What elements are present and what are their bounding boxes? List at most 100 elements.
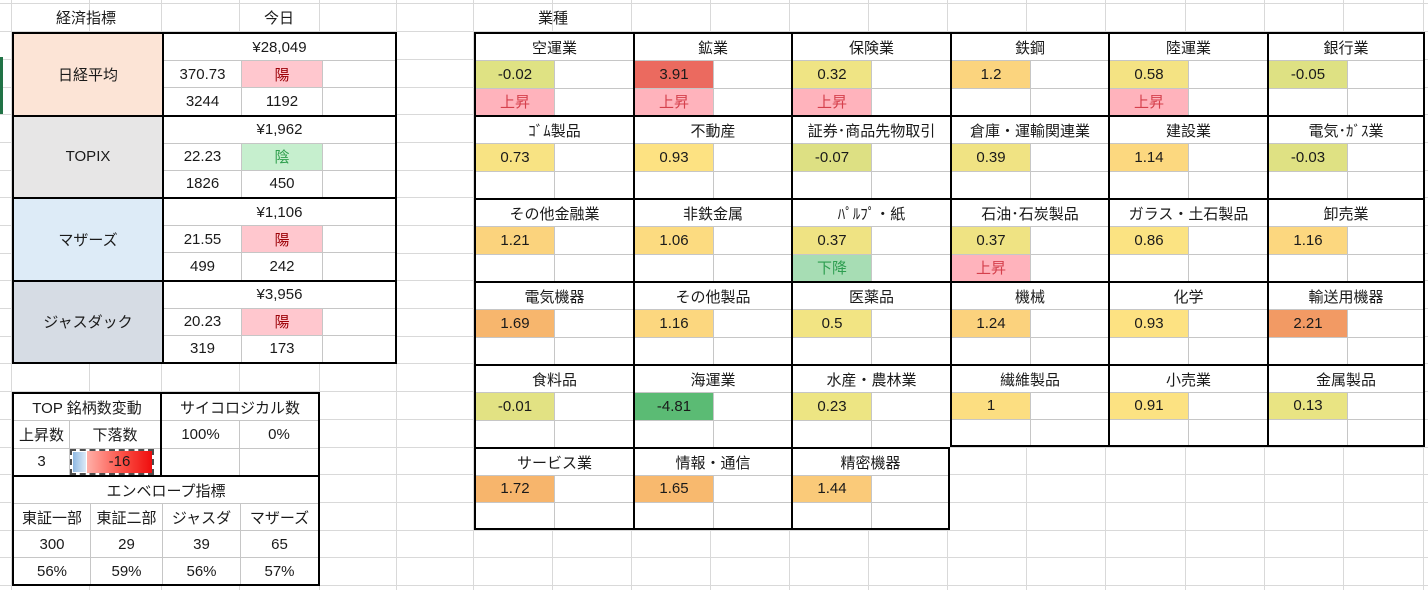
sector-value-cell[interactable]: 2.21 (1269, 310, 1347, 337)
empty-cell[interactable] (1188, 61, 1267, 88)
empty-cell[interactable] (871, 88, 950, 115)
index-sub1-cell[interactable]: 499 (189, 257, 216, 275)
sector-value-cell[interactable]: 1.16 (635, 310, 713, 337)
sector-trend-cell[interactable] (1269, 420, 1347, 446)
sector-value-cell[interactable]: -0.02 (476, 61, 554, 88)
empty-cell[interactable] (322, 226, 395, 253)
empty-cell[interactable] (1188, 337, 1267, 364)
empty-cell[interactable] (713, 254, 791, 281)
empty-cell[interactable] (871, 227, 950, 254)
sector-name-cell[interactable]: 石油･石炭製品 (952, 200, 1108, 227)
envelope-col-header[interactable]: 東証一部 (14, 504, 91, 530)
sector-trend-cell[interactable] (476, 421, 554, 448)
sector-value-cell[interactable]: 0.93 (1110, 310, 1188, 337)
empty-cell[interactable] (1347, 393, 1423, 419)
index-candle-cell[interactable]: 陽 (241, 308, 322, 335)
sector-name-cell[interactable]: 医薬品 (793, 283, 950, 310)
sector-value-cell[interactable]: 1.2 (952, 61, 1030, 88)
empty-cell[interactable] (1188, 88, 1267, 115)
today-header[interactable]: 今日 (263, 10, 294, 27)
empty-cell[interactable] (554, 144, 633, 171)
empty-cell[interactable] (554, 88, 633, 115)
sector-name-cell[interactable]: 繊維製品 (952, 366, 1108, 393)
index-name-cell[interactable]: 日経平均 (14, 34, 164, 115)
sector-trend-cell[interactable] (1110, 420, 1188, 446)
sector-value-cell[interactable]: 0.37 (952, 227, 1030, 254)
sector-header[interactable]: 業種 (537, 10, 568, 27)
empty-cell[interactable] (1347, 88, 1423, 115)
sector-value-cell[interactable]: 1.24 (952, 310, 1030, 337)
sector-trend-cell[interactable]: 下降 (793, 254, 871, 281)
sector-name-cell[interactable]: ﾊﾟﾙﾌﾟ・紙 (793, 200, 950, 227)
empty-cell[interactable] (554, 227, 633, 254)
empty-cell[interactable] (322, 143, 395, 170)
empty-cell[interactable] (713, 502, 791, 528)
sector-trend-cell[interactable]: 上昇 (793, 88, 871, 115)
sector-name-cell[interactable]: その他製品 (635, 283, 791, 310)
sector-name-cell[interactable]: 海運業 (635, 366, 791, 393)
sector-value-cell[interactable]: -0.05 (1269, 61, 1347, 88)
sector-trend-cell[interactable] (952, 89, 1030, 116)
sector-trend-cell[interactable] (1110, 338, 1188, 365)
empty-cell[interactable] (554, 310, 633, 337)
empty-cell[interactable] (871, 254, 950, 281)
envelope-title[interactable]: エンベロープ指標 (14, 477, 318, 504)
sector-value-cell[interactable]: 1.06 (635, 227, 713, 254)
sector-name-cell[interactable]: 建設業 (1110, 117, 1267, 144)
sector-name-cell[interactable]: 輸送用機器 (1269, 283, 1423, 310)
empty-cell[interactable] (1347, 61, 1423, 88)
empty-cell[interactable] (1030, 254, 1108, 281)
empty-cell[interactable] (322, 170, 395, 197)
sector-name-cell[interactable]: ガラス・土石製品 (1110, 200, 1267, 227)
sector-value-cell[interactable]: 0.91 (1110, 393, 1188, 419)
empty-cell[interactable] (240, 449, 318, 475)
sector-name-cell[interactable]: 小売業 (1110, 366, 1267, 393)
sector-name-cell[interactable]: 鉄鋼 (952, 34, 1108, 61)
empty-cell[interactable] (162, 448, 240, 475)
sector-value-cell[interactable]: 0.39 (952, 144, 1030, 171)
sector-trend-cell[interactable] (952, 172, 1030, 199)
sector-name-cell[interactable]: 精密機器 (793, 449, 948, 476)
sector-trend-cell[interactable] (793, 503, 871, 529)
empty-cell[interactable] (713, 227, 791, 254)
index-name-cell[interactable]: TOPIX (14, 116, 164, 197)
psychological-value1-cell[interactable]: 100% (162, 421, 240, 448)
index-candle-cell[interactable]: 陽 (241, 226, 322, 253)
sector-value-cell[interactable]: 0.23 (793, 393, 871, 420)
empty-cell[interactable] (1347, 227, 1423, 254)
index-sub1-cell[interactable]: 3244 (185, 92, 220, 110)
empty-cell[interactable] (1188, 144, 1267, 171)
sector-trend-cell[interactable] (952, 420, 1030, 446)
empty-cell[interactable] (871, 476, 948, 502)
sector-value-cell[interactable]: 1.65 (635, 476, 713, 502)
sector-value-cell[interactable]: 0.58 (1110, 61, 1188, 88)
empty-cell[interactable] (322, 308, 395, 335)
empty-cell[interactable] (871, 144, 950, 171)
empty-cell[interactable] (554, 171, 633, 198)
index-name-cell[interactable]: マザーズ (14, 199, 164, 280)
sector-name-cell[interactable]: 鉱業 (635, 34, 791, 61)
envelope-count-cell[interactable]: 29 (91, 531, 163, 557)
index-name-cell[interactable]: ジャスダック (14, 281, 164, 362)
envelope-col-header[interactable]: 東証二部 (91, 504, 163, 530)
sector-value-cell[interactable]: 0.32 (793, 61, 871, 88)
sector-value-cell[interactable]: 1.72 (476, 476, 554, 502)
empty-cell[interactable] (871, 337, 950, 364)
empty-cell[interactable] (1030, 88, 1108, 115)
sector-trend-cell[interactable] (635, 503, 713, 529)
empty-cell[interactable] (1188, 310, 1267, 337)
sector-trend-cell[interactable] (1269, 172, 1347, 199)
empty-cell[interactable] (322, 253, 395, 280)
sector-trend-cell[interactable] (635, 421, 713, 448)
sector-value-cell[interactable]: 1.69 (476, 310, 554, 337)
sector-name-cell[interactable]: 空運業 (476, 34, 633, 61)
sector-trend-cell[interactable] (476, 255, 554, 282)
index-change-cell[interactable]: 370.73 (179, 65, 226, 83)
sector-trend-cell[interactable] (793, 421, 871, 448)
index-sub2-cell[interactable]: 173 (241, 335, 322, 362)
empty-cell[interactable] (713, 61, 791, 88)
sector-value-cell[interactable]: -0.01 (476, 393, 554, 420)
sector-name-cell[interactable]: サービス業 (476, 449, 633, 476)
empty-cell[interactable] (1347, 144, 1423, 171)
empty-cell[interactable] (554, 337, 633, 364)
